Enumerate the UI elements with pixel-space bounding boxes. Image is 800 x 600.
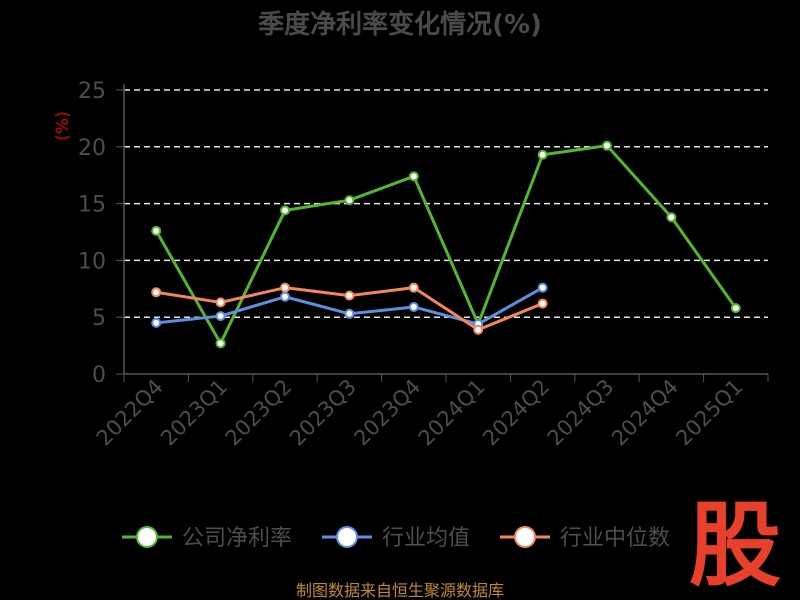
data-point bbox=[537, 298, 548, 309]
x-tick-label: 2024Q2 bbox=[478, 375, 554, 451]
x-tick-label: 2023Q3 bbox=[285, 375, 361, 451]
data-point bbox=[215, 338, 226, 349]
legend-swatch-marker bbox=[136, 526, 158, 548]
legend-label: 行业均值 bbox=[382, 526, 470, 551]
source-note: 制图数据来自恒生聚源数据库 bbox=[296, 581, 504, 600]
x-tick-label: 2023Q1 bbox=[156, 375, 232, 451]
data-point bbox=[215, 311, 226, 322]
y-tick-label: 5 bbox=[92, 306, 106, 331]
logo-mark: 股 bbox=[689, 492, 781, 599]
data-point bbox=[408, 282, 419, 293]
data-point bbox=[344, 195, 355, 206]
legend-label: 行业中位数 bbox=[560, 526, 670, 551]
data-point bbox=[408, 171, 419, 182]
x-tick-label: 2024Q3 bbox=[543, 375, 619, 451]
axis-layer: 05101520252022Q42023Q12023Q22023Q32023Q4… bbox=[78, 79, 769, 451]
data-point bbox=[408, 301, 419, 312]
x-tick-label: 2024Q1 bbox=[414, 375, 490, 451]
data-point bbox=[280, 205, 290, 216]
series-line-0 bbox=[154, 144, 738, 345]
data-point bbox=[537, 149, 548, 160]
legend-swatch-marker bbox=[336, 526, 358, 548]
data-point bbox=[151, 317, 162, 328]
x-tick-label: 2023Q4 bbox=[349, 375, 425, 451]
data-point bbox=[666, 212, 677, 223]
chart-title: 季度净利率变化情况(%) bbox=[258, 9, 542, 40]
x-tick-label: 2025Q1 bbox=[671, 375, 747, 451]
data-point bbox=[344, 290, 355, 301]
x-tick-label: 2023Q2 bbox=[221, 375, 297, 451]
legend-swatch-marker bbox=[514, 526, 536, 548]
data-point bbox=[344, 308, 355, 319]
data-point bbox=[280, 291, 290, 302]
legend-label: 公司净利率 bbox=[182, 526, 292, 551]
data-point bbox=[602, 140, 612, 151]
legend: 公司净利率 行业均值 行业中位数 bbox=[122, 526, 670, 551]
data-point bbox=[151, 287, 162, 298]
data-point bbox=[215, 297, 226, 308]
y-axis-unit: (%) bbox=[53, 111, 73, 140]
data-point bbox=[473, 324, 484, 335]
grid-layer bbox=[124, 89, 768, 318]
y-tick-label: 0 bbox=[92, 363, 106, 388]
y-tick-label: 20 bbox=[78, 136, 106, 161]
x-tick-label: 2024Q4 bbox=[607, 375, 683, 451]
data-point bbox=[730, 303, 741, 314]
y-tick-label: 10 bbox=[78, 249, 106, 274]
data-point bbox=[537, 282, 548, 293]
y-tick-label: 25 bbox=[78, 79, 106, 104]
data-point bbox=[280, 282, 290, 293]
series-layer bbox=[151, 140, 741, 349]
data-point bbox=[151, 225, 162, 236]
y-tick-label: 15 bbox=[78, 193, 106, 218]
